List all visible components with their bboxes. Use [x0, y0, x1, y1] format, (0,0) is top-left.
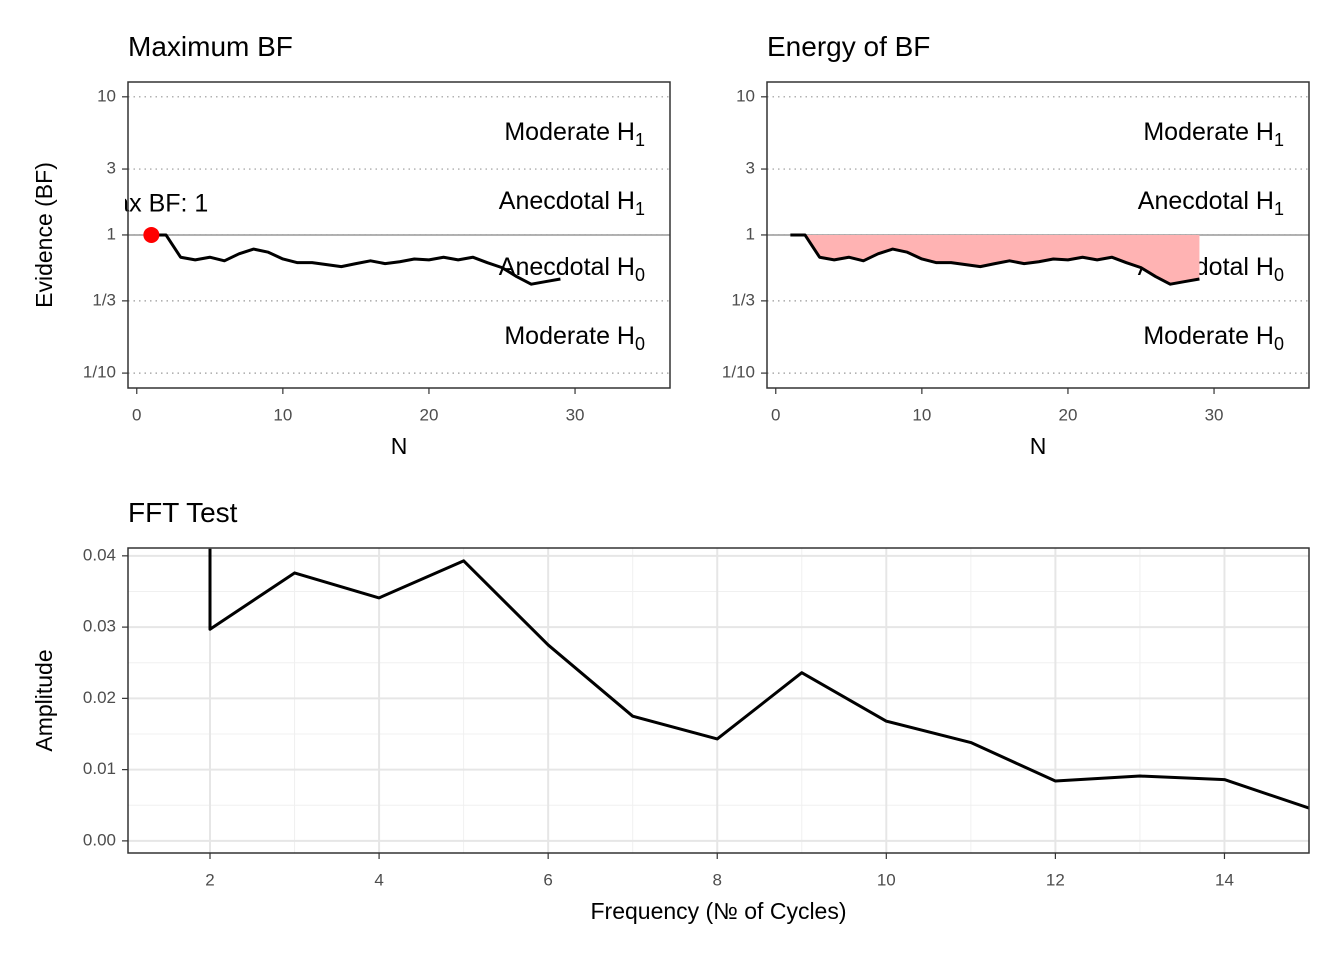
x-tick-label: 0 — [132, 405, 141, 424]
y-tick-label: 10 — [97, 86, 116, 105]
panel-title: Energy of BF — [767, 31, 930, 62]
annotation: Anecdotal H0 — [499, 253, 645, 285]
panel-title: FFT Test — [128, 497, 238, 528]
annotation-subscript: 0 — [635, 265, 645, 285]
x-tick-label: 8 — [712, 870, 721, 889]
annotation-subscript: 1 — [635, 199, 645, 219]
y-tick-label: 0.02 — [83, 688, 116, 707]
line — [208, 548, 1309, 810]
annotation-text: Moderate H — [1143, 118, 1274, 146]
y-tick-label: 1/3 — [92, 290, 116, 309]
x-tick-label: 20 — [1058, 405, 1077, 424]
y-axis-title: Evidence (BF) — [31, 162, 57, 308]
x-tick-label: 10 — [877, 870, 896, 889]
annotation-subscript: 0 — [635, 334, 645, 354]
annotation: Moderate H0 — [1143, 322, 1284, 354]
x-tick-label: 10 — [273, 405, 292, 424]
y-tick-label: 3 — [107, 159, 116, 178]
x-tick-label: 10 — [912, 405, 931, 424]
panel-border — [127, 81, 671, 389]
annotation-text: Moderate H — [1143, 322, 1274, 350]
y-tick-label: 1 — [107, 224, 116, 243]
x-tick-label: 6 — [543, 870, 552, 889]
y-tick-label: 1/3 — [731, 290, 755, 309]
max-label: Max BF: 1 — [94, 190, 208, 218]
x-tick-label: 30 — [1205, 405, 1224, 424]
annotation-text: Anecdotal H — [499, 253, 635, 281]
annotation: Moderate H1 — [1143, 118, 1284, 150]
x-tick-label: 20 — [419, 405, 438, 424]
y-tick-label: 0.03 — [83, 617, 116, 636]
annotation-subscript: 1 — [635, 130, 645, 150]
y-tick-label: 3 — [746, 159, 755, 178]
annotation: Anecdotal H1 — [499, 187, 645, 219]
annotation: Moderate H0 — [504, 322, 645, 354]
x-tick-label: 4 — [374, 870, 383, 889]
x-axis-title: N — [1030, 433, 1047, 459]
max-point — [143, 226, 160, 243]
y-axis-title: Amplitude — [31, 649, 57, 751]
line — [151, 233, 561, 286]
x-tick-label: 2 — [205, 870, 214, 889]
x-tick-label: 30 — [566, 405, 585, 424]
annotation: Moderate H1 — [504, 118, 645, 150]
line — [790, 233, 1200, 286]
panel-border — [127, 547, 1310, 854]
annotation-text: Anecdotal H — [1138, 187, 1274, 215]
area — [790, 234, 1200, 285]
y-tick-label: 0.04 — [83, 545, 116, 564]
y-tick-label: 1/10 — [83, 363, 116, 382]
x-tick-label: 0 — [771, 405, 780, 424]
annotation-subscript: 1 — [1274, 199, 1284, 219]
annotation: Anecdotal H1 — [1138, 187, 1284, 219]
plot-layer — [790, 233, 1200, 286]
x-axis-title: Frequency (№ of Cycles) — [590, 898, 846, 924]
x-tick-label: 14 — [1215, 870, 1234, 889]
annotation-text: Moderate H — [504, 118, 635, 146]
panel-border — [766, 81, 1310, 389]
annotation-subscript: 1 — [1274, 130, 1284, 150]
y-tick-label: 1 — [746, 224, 755, 243]
plot-layer — [208, 548, 1309, 810]
plot-layer — [151, 233, 561, 286]
annotation-text: Moderate H — [504, 322, 635, 350]
panel-title: Maximum BF — [128, 31, 293, 62]
x-axis-title: N — [391, 433, 408, 459]
y-tick-label: 0.01 — [83, 759, 116, 778]
y-tick-label: 1/10 — [722, 363, 755, 382]
y-tick-label: 10 — [736, 86, 755, 105]
y-tick-label: 0.00 — [83, 830, 116, 849]
annotation-subscript: 0 — [1274, 334, 1284, 354]
annotation-subscript: 0 — [1274, 265, 1284, 285]
annotation-text: Anecdotal H — [499, 187, 635, 215]
x-tick-label: 12 — [1046, 870, 1065, 889]
